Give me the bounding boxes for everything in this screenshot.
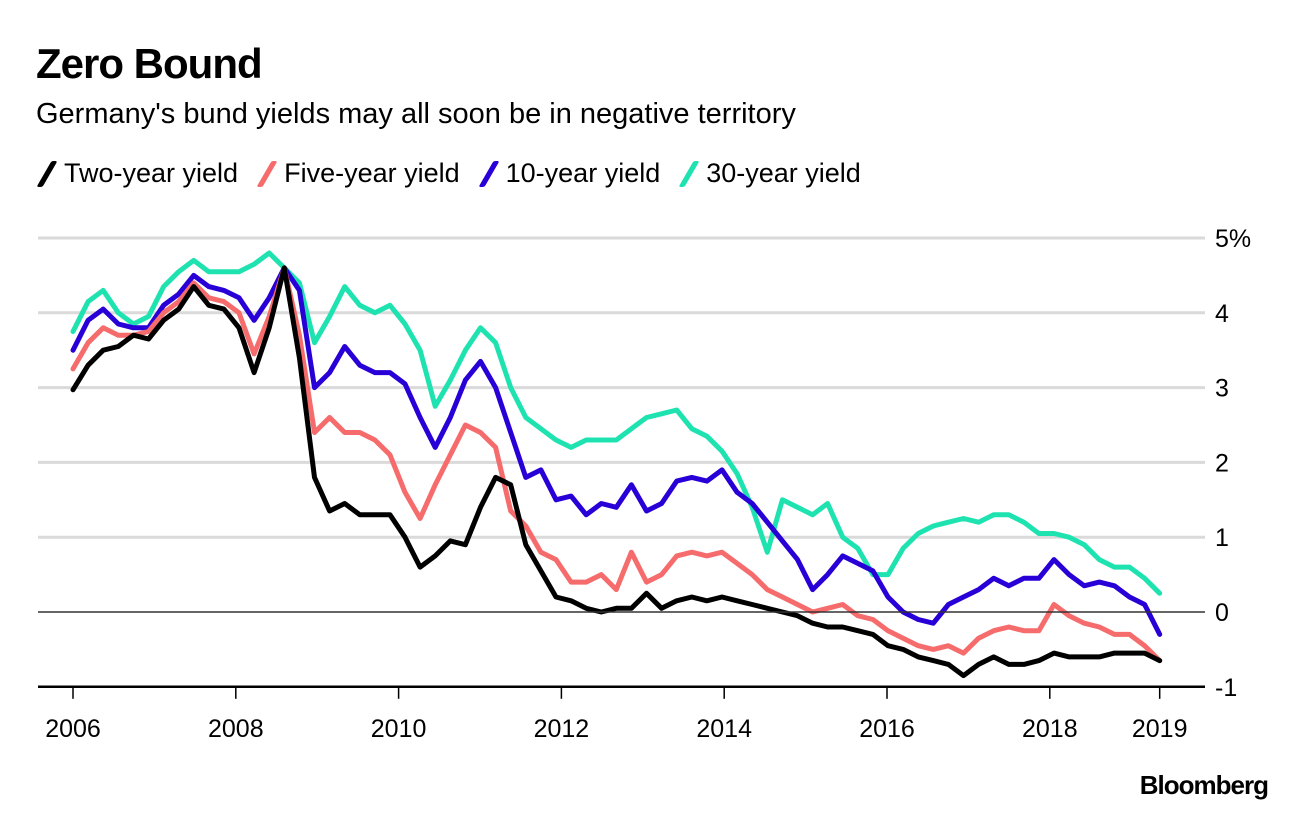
- x-tick-label: 2019: [1132, 715, 1188, 743]
- series-line-two-year-yield: [70, 265, 1163, 679]
- y-tick-label: 4: [1215, 300, 1229, 328]
- series-line-five-year-yield: [70, 265, 1163, 664]
- gridlines: [38, 236, 1205, 539]
- axes: -1 0 1 2 3 4 5% 2006 2008 2010 2012 2014 2016 2018 201…: [38, 225, 1251, 743]
- x-tick-label: 2018: [1022, 715, 1078, 743]
- source-logo: Bloomberg: [1139, 770, 1269, 800]
- y-tick-label: 3: [1215, 375, 1229, 403]
- legend-item-thirty-year: 30-year yield: [678, 158, 861, 189]
- legend-item-ten-year: 10-year yield: [478, 158, 661, 189]
- series-line-10-year-yield: [70, 265, 1163, 637]
- legend-label: 10-year yield: [505, 158, 661, 188]
- chart-subtitle: Germany's bund yields may all soon be in…: [36, 98, 796, 130]
- series-lines: [70, 250, 1163, 679]
- y-tick-label: 2: [1215, 449, 1229, 477]
- x-tick-label: 2016: [859, 715, 915, 743]
- legend-label: 30-year yield: [706, 158, 861, 188]
- y-tick-label: -1: [1215, 674, 1237, 702]
- legend-label: Five-year yield: [284, 158, 460, 188]
- x-tick-label: 2006: [45, 715, 101, 743]
- y-tick-label: 0: [1215, 599, 1229, 627]
- x-tick-label: 2008: [208, 715, 264, 743]
- x-tick-label: 2010: [371, 715, 427, 743]
- legend: Two-year yield Five-year yield 10-year y…: [36, 158, 879, 189]
- chart-title: Zero Bound: [36, 40, 263, 87]
- x-tick-label: 2012: [534, 715, 590, 743]
- y-tick-label: 1: [1215, 524, 1229, 552]
- x-tick-label: 2014: [696, 715, 752, 743]
- legend-item-five-year: Five-year yield: [256, 158, 460, 189]
- legend-label: Two-year yield: [64, 158, 239, 188]
- y-tick-label: 5%: [1215, 225, 1251, 253]
- series-line-30-year-yield: [70, 250, 1163, 596]
- legend-item-two-year: Two-year yield: [36, 158, 238, 189]
